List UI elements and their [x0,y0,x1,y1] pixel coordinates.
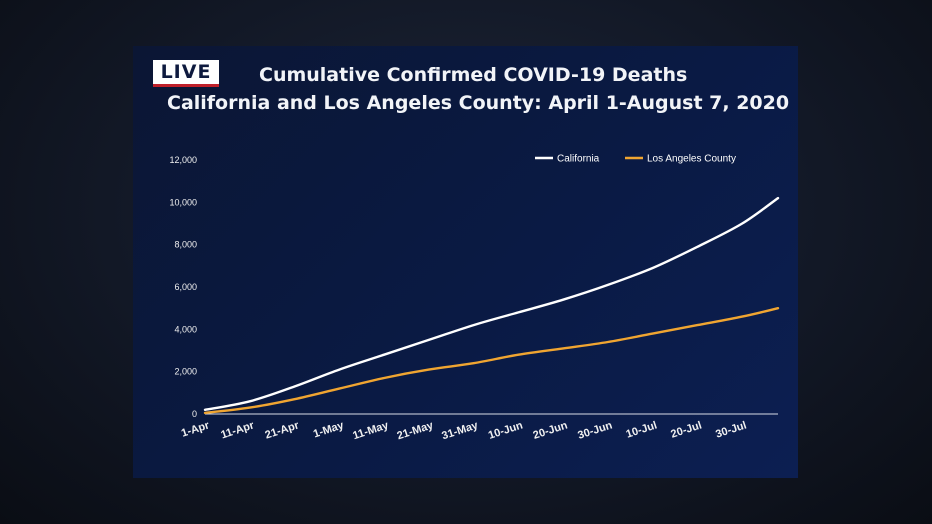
x-tick-label: 20-Jul [669,419,703,440]
y-tick-label: 6,000 [174,282,197,292]
y-tick-label: 12,000 [169,155,197,165]
y-tick-label: 4,000 [174,324,197,334]
x-tick-label: 11-May [351,419,390,442]
x-axis: 1-Apr 11-Apr 21-Apr 1-May 11-May 21-May 31-May… [180,419,748,442]
legend: California Los Angeles County [535,154,736,165]
x-tick-label: 10-Jun [487,419,525,441]
legend-label-los-angeles-county: Los Angeles County [647,154,736,165]
y-tick-label: 8,000 [174,240,197,250]
series-line-california [203,196,780,411]
chart-title: Cumulative Confirmed COVID-19 Deaths [259,64,688,86]
x-tick-label: 10-Jul [625,419,659,440]
series-line-los-angeles-county [203,307,780,415]
x-tick-label: 20-Jun [532,419,570,441]
x-tick-label: 31-May [440,419,480,442]
live-badge: LIVE [153,60,219,87]
x-tick-label: 30-Jul [714,419,748,440]
chart-subtitle: California and Los Angeles County: April… [167,92,790,114]
x-tick-label: 11-Apr [219,419,256,441]
x-tick-label: 1-May [312,419,346,440]
x-tick-label: 30-Jun [576,419,614,441]
y-tick-label: 0 [192,409,197,419]
x-tick-label: 21-May [396,419,436,442]
y-tick-label: 2,000 [174,367,197,377]
x-tick-label: 1-Apr [180,419,212,440]
series-layer [203,196,780,415]
x-tick-label: 21-Apr [264,419,302,441]
legend-label-california: California [557,154,600,165]
y-tick-label: 10,000 [169,197,197,207]
chart-slide: LIVE Cumulative Confirmed COVID-19 Death… [133,46,798,478]
y-axis: 0 2,000 4,000 6,000 8,000 10,000 12,000 [169,155,197,419]
